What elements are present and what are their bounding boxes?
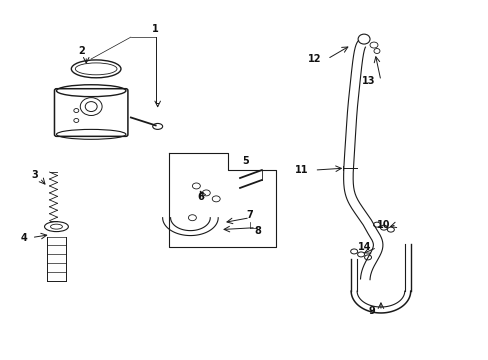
- Text: 11: 11: [294, 165, 308, 175]
- Text: 2: 2: [78, 46, 84, 56]
- Text: 13: 13: [361, 76, 374, 86]
- Text: 10: 10: [377, 220, 390, 230]
- Text: 8: 8: [254, 226, 261, 235]
- Text: 6: 6: [197, 192, 203, 202]
- Text: 3: 3: [31, 170, 38, 180]
- Text: 1: 1: [152, 24, 159, 34]
- Text: 9: 9: [367, 306, 374, 316]
- Text: 4: 4: [20, 233, 27, 243]
- Text: 5: 5: [242, 156, 248, 166]
- Text: 14: 14: [357, 243, 370, 252]
- Text: 12: 12: [307, 54, 321, 64]
- Text: 7: 7: [246, 210, 253, 220]
